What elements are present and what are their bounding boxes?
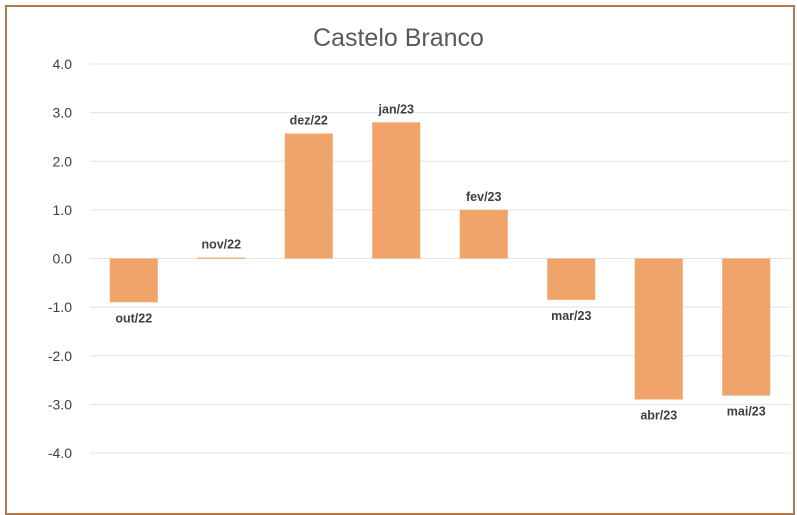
bar-nov-22 [197,257,246,259]
y-tick-label: -4.0 [48,445,72,461]
bar-fev-23 [459,209,508,259]
bar-abr-23 [634,258,683,400]
data-labels: out/22 nov/22 dez/22 jan/23 fev/23 mar/23 abr/… [115,102,765,422]
data-label: nov/22 [201,238,241,252]
gridlines [90,63,790,454]
data-label: mar/23 [551,309,591,323]
y-tick-label: 1.0 [53,202,73,218]
bars [109,122,771,400]
bar-jan-23 [372,122,421,259]
data-label: mai/23 [727,405,766,419]
bar-dez-22 [284,133,333,259]
y-tick-label: 4.0 [53,56,73,72]
data-label: out/22 [115,311,152,325]
bar-out-22 [109,258,158,303]
bar-mai-23 [722,258,771,396]
data-label: fev/23 [466,190,501,204]
data-label: dez/22 [290,114,328,128]
y-axis-ticks: 4.0 3.0 2.0 1.0 0.0 -1.0 -2.0 -3.0 -4.0 [48,56,72,461]
y-tick-label: 3.0 [53,105,73,121]
y-tick-label: 2.0 [53,153,73,169]
y-tick-label: -3.0 [48,396,72,412]
data-label: jan/23 [378,102,414,116]
y-tick-label: -2.0 [48,348,72,364]
y-tick-label: 0.0 [53,251,73,267]
y-tick-label: -1.0 [48,299,72,315]
data-label: abr/23 [640,409,677,423]
chart-title: Castelo Branco [313,24,484,52]
bar-mar-23 [547,258,596,300]
